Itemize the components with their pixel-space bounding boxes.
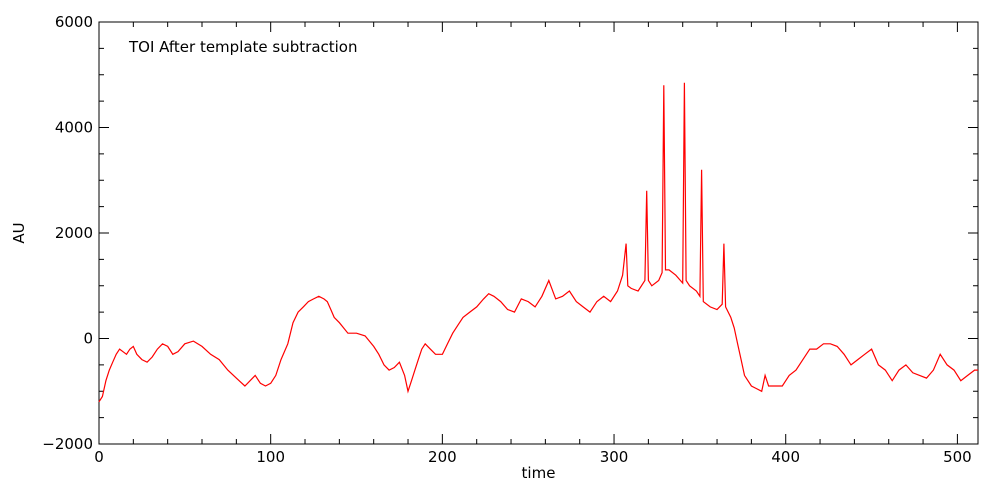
x-tick-label: 0 xyxy=(94,448,104,466)
y-tick-label: 4000 xyxy=(55,119,93,137)
x-tick-label: 300 xyxy=(600,448,629,466)
plot-frame xyxy=(98,21,979,445)
x-tick-label: 200 xyxy=(428,448,457,466)
y-tick-label: 0 xyxy=(83,330,93,348)
y-tick-label: −2000 xyxy=(42,435,93,453)
series-line xyxy=(98,82,978,403)
chart-title: TOI After template subtraction xyxy=(128,38,358,56)
y-tick-label: 6000 xyxy=(55,13,93,31)
axis-ticks xyxy=(98,21,978,445)
y-tick-label: 2000 xyxy=(55,224,93,242)
x-tick-label: 500 xyxy=(943,448,972,466)
x-axis-title: time xyxy=(522,464,556,482)
x-tick-label: 400 xyxy=(771,448,800,466)
x-tick-label: 100 xyxy=(256,448,285,466)
y-axis-title: AU xyxy=(10,222,28,243)
